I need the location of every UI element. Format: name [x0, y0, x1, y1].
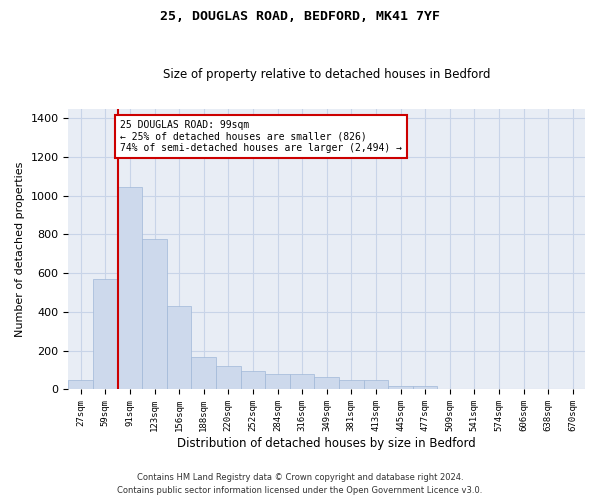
Bar — [437, 388, 462, 390]
Bar — [241, 371, 265, 390]
Y-axis label: Number of detached properties: Number of detached properties — [15, 162, 25, 336]
Bar — [142, 240, 167, 390]
Bar — [118, 187, 142, 390]
Bar — [339, 380, 364, 390]
Bar — [265, 374, 290, 390]
Bar — [413, 386, 437, 390]
Bar — [191, 356, 216, 390]
Title: Size of property relative to detached houses in Bedford: Size of property relative to detached ho… — [163, 68, 490, 81]
Text: 25 DOUGLAS ROAD: 99sqm
← 25% of detached houses are smaller (826)
74% of semi-de: 25 DOUGLAS ROAD: 99sqm ← 25% of detached… — [120, 120, 402, 154]
Bar — [314, 377, 339, 390]
Bar — [167, 306, 191, 390]
Bar — [216, 366, 241, 390]
Bar — [388, 386, 413, 390]
Bar — [93, 279, 118, 390]
X-axis label: Distribution of detached houses by size in Bedford: Distribution of detached houses by size … — [178, 437, 476, 450]
Bar — [290, 374, 314, 390]
Bar — [364, 380, 388, 390]
Text: Contains HM Land Registry data © Crown copyright and database right 2024.
Contai: Contains HM Land Registry data © Crown c… — [118, 474, 482, 495]
Text: 25, DOUGLAS ROAD, BEDFORD, MK41 7YF: 25, DOUGLAS ROAD, BEDFORD, MK41 7YF — [160, 10, 440, 23]
Bar — [68, 380, 93, 390]
